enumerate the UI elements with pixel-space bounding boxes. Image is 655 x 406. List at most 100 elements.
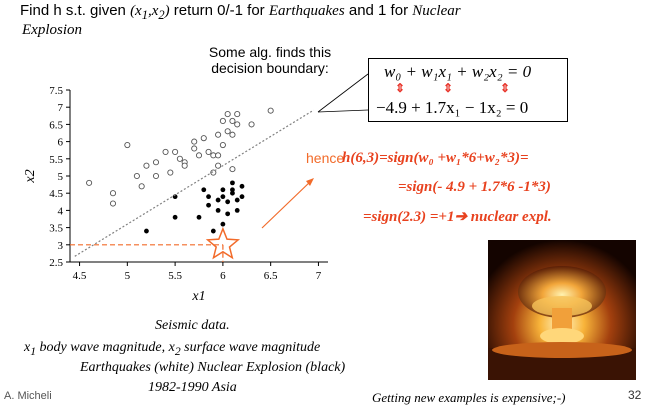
x-tick-label: 6.5	[264, 270, 278, 282]
earthquake-point	[267, 107, 274, 114]
decision-boundary-line	[74, 109, 314, 257]
y-tick-label: 6.5	[49, 119, 63, 131]
nuclear-explosion-image	[488, 240, 636, 380]
earthquake-point	[109, 200, 117, 207]
explosion-point	[239, 183, 245, 189]
y-tick-label: 4.5	[49, 188, 63, 200]
explosion-point	[225, 211, 231, 217]
earthquake-point	[234, 111, 241, 118]
earthquake-point	[133, 172, 140, 180]
x-tick-label: 5.5	[168, 270, 182, 282]
caption-seismic: Seismic data.	[155, 318, 230, 333]
callout-pointer-bottom	[317, 109, 369, 113]
explosion-point	[220, 194, 226, 200]
chart-ticks: 4.5 5 5.5 6 6.5 7 2.5 3 3.5 4 4.5 5 5.5 6 6.5 7 7.5	[49, 85, 321, 282]
earthquake-point	[229, 166, 236, 173]
derivation-line2: =sign(- 4.9 + 1.7*6 -1*3)	[398, 179, 551, 195]
explosion-point	[215, 197, 221, 203]
earthquake-point	[124, 141, 131, 149]
earthquake-point	[143, 162, 150, 169]
y-tick-label: 5.5	[49, 154, 63, 166]
earthquake-point	[109, 190, 117, 197]
earthquake-point	[152, 159, 160, 166]
explosion-point	[230, 190, 235, 196]
y-axis-label: x2	[23, 169, 38, 183]
explosion-points	[144, 180, 245, 234]
earthquake-point	[215, 152, 222, 159]
explosion-point	[201, 187, 207, 193]
earthquake-point	[172, 148, 179, 155]
callout-pointer-top	[317, 73, 369, 113]
earthquake-point	[191, 145, 198, 152]
y-tick-label: 6	[58, 137, 64, 149]
author-name: A. Micheli	[4, 390, 52, 402]
earthquake-point	[86, 179, 93, 186]
earthquake-point	[215, 131, 222, 138]
y-tick-label: 7.5	[49, 85, 63, 97]
earthquake-point	[152, 172, 160, 180]
y-tick-label: 5	[58, 171, 64, 183]
chart-axes	[69, 90, 328, 263]
earthquake-point	[219, 117, 226, 125]
x-tick-label: 4.5	[73, 270, 87, 282]
equation-specific: −4.9 + 1.7x₁ − 1x₂ = 0	[376, 98, 529, 117]
explosion-point	[215, 208, 221, 213]
y-tick-label: 3.5	[49, 223, 63, 235]
earthquake-point	[176, 155, 183, 162]
explosion-point	[239, 194, 245, 200]
x-tick-label: 7	[316, 270, 322, 282]
arrow-w0-icon: ⇕	[395, 81, 406, 95]
earthquake-point	[191, 138, 198, 145]
explosion-point	[144, 228, 149, 234]
earthquake-point	[181, 162, 188, 169]
explosion-point	[210, 228, 216, 234]
caption-period: 1982-1990 Asia	[148, 380, 237, 395]
y-tick-label: 3	[58, 240, 64, 252]
x-tick-label: 5	[125, 270, 131, 282]
y-tick-label: 7	[58, 102, 64, 114]
earthquake-point	[167, 169, 174, 176]
earthquake-point	[215, 162, 222, 169]
equation-box	[368, 58, 568, 122]
hence-arrow	[261, 179, 313, 229]
earthquake-point	[138, 183, 145, 190]
slide-title-line2: Explosion	[22, 22, 82, 38]
explosion-point	[230, 180, 235, 186]
highlight-point	[70, 226, 241, 262]
explosion-point	[234, 208, 240, 213]
caption-magnitudes: x1 body wave magnitude, x2 surface wave …	[24, 340, 321, 358]
earthquake-point	[234, 121, 241, 128]
y-tick-label: 2.5	[49, 257, 63, 269]
x-axis-label: x1	[191, 289, 205, 304]
arrow-w2-icon: ⇕	[500, 81, 511, 95]
earthquake-point	[195, 152, 203, 159]
hence-arrowhead-icon	[306, 178, 314, 186]
earthquake-point	[248, 121, 255, 128]
earthquake-point	[205, 148, 212, 155]
explosion-point	[225, 199, 231, 205]
explosion-point	[220, 221, 226, 227]
derivation-line1: h(6,3)=sign(w₀ +w₁*6+w₂*3)=	[342, 150, 529, 166]
footer-note: Getting new examples is expensive;-)	[372, 390, 566, 405]
earthquake-point	[162, 148, 169, 155]
hence-label: hence	[306, 150, 345, 166]
arrow-w1-icon: ⇕	[443, 81, 454, 95]
caption-legend: Earthquakes (white) Nuclear Explosion (b…	[80, 360, 346, 375]
y-tick-label: 4	[58, 205, 64, 217]
equation-general: w₀ + w₁x₁ + w₂x₂ = 0	[384, 62, 532, 81]
earthquake-point	[210, 169, 217, 176]
explosion-point	[172, 214, 178, 220]
earthquake-point	[224, 128, 231, 135]
explosion-point	[234, 197, 240, 203]
earthquake-point	[224, 111, 231, 118]
explosion-point	[196, 214, 202, 220]
earthquake-point	[219, 141, 226, 149]
explosion-point	[206, 194, 211, 200]
explosion-point	[230, 187, 235, 193]
earthquake-point	[229, 117, 236, 125]
earthquake-point	[229, 131, 236, 138]
derivation-line3: =sign(2.3) =+1➔ nuclear expl.	[363, 209, 552, 225]
explosion-point	[220, 187, 226, 193]
page-number: 32	[628, 388, 642, 402]
